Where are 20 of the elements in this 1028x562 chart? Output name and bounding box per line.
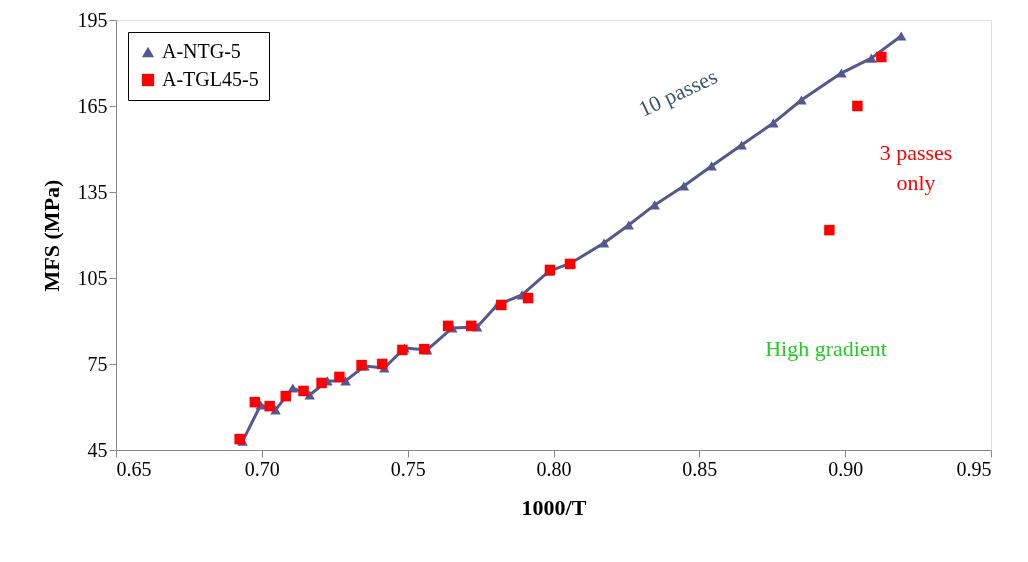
x-tick-label: 0.90 (828, 457, 864, 480)
x-tick-label: 0.85 (682, 457, 718, 480)
y-axis-title: MFS (MPa) (38, 179, 64, 292)
x-tick-label: 0.65 (116, 457, 152, 480)
y-tick-label: 135 (77, 180, 108, 203)
x-axis-title: 1000/T (521, 494, 587, 520)
y-tick-label: 195 (77, 8, 108, 31)
x-tick-label: 0.95 (956, 457, 992, 480)
y-tick-label: 75 (87, 352, 108, 375)
x-tick-label: 0.70 (244, 457, 280, 480)
y-tick-label: 45 (87, 438, 108, 461)
annotation: High gradient (765, 336, 887, 361)
legend-label: A-TGL45-5 (162, 68, 259, 90)
annotation: 10 passes (634, 63, 722, 122)
y-tick-label: 165 (77, 94, 108, 117)
x-tick-label: 0.80 (536, 457, 572, 480)
y-tick-label: 105 (77, 266, 108, 289)
annotation: 3 passes only (879, 140, 953, 195)
x-tick-label: 0.75 (390, 457, 426, 480)
legend-label: A-NTG-5 (162, 40, 241, 62)
